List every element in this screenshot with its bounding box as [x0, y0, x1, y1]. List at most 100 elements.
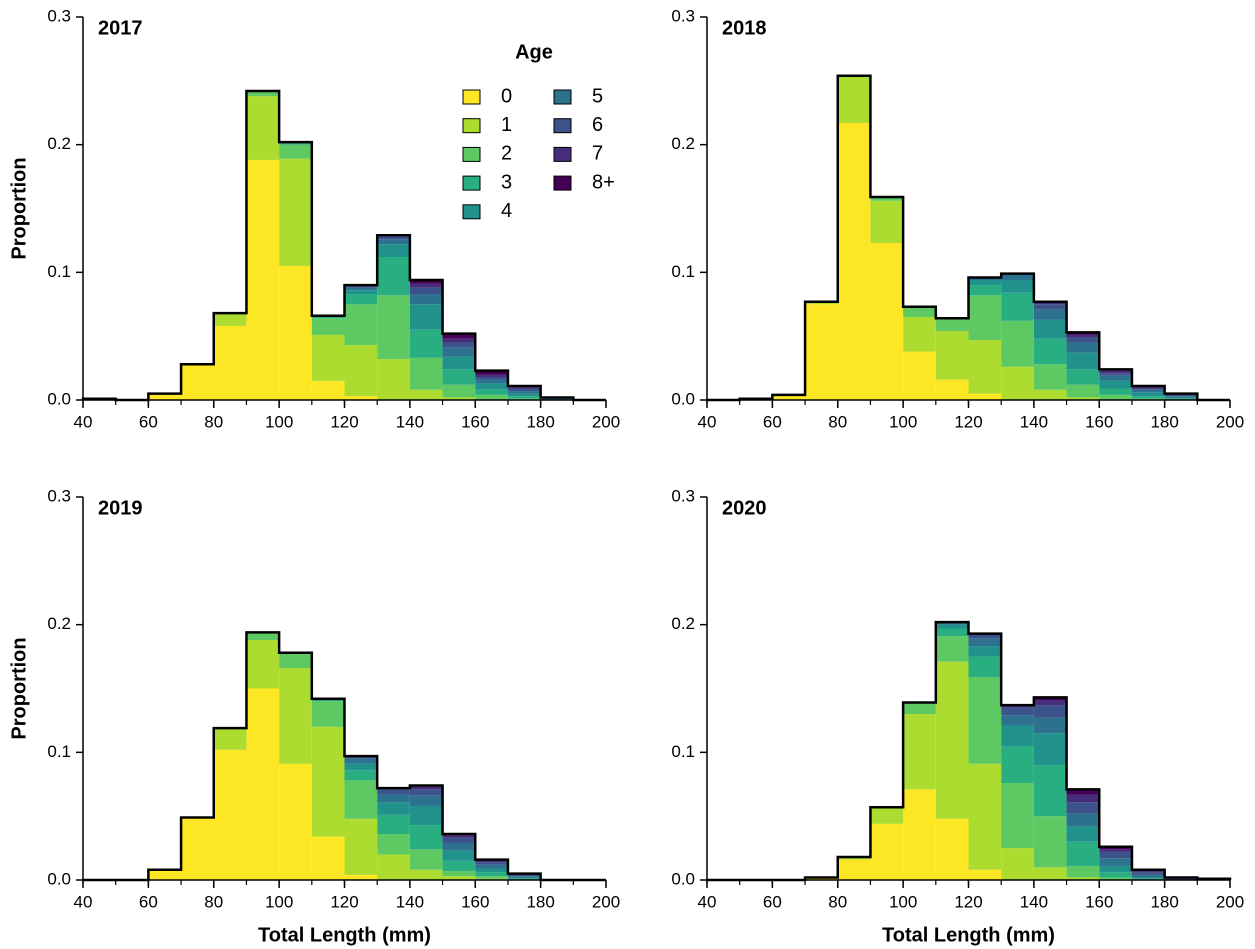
bar-segment [377, 244, 410, 258]
bar-segment [311, 726, 345, 837]
bar-segment [1131, 387, 1165, 389]
bar-segment [377, 789, 410, 795]
bar-segment [968, 277, 1002, 280]
bar-segment [870, 200, 904, 243]
bar-segment [377, 814, 410, 835]
bar-segment [1066, 826, 1100, 842]
x-tick-label: 160 [461, 412, 489, 431]
bar-segment [507, 391, 541, 394]
bar-segment [311, 318, 345, 335]
x-tick-label: 60 [763, 412, 782, 431]
bar-segment [475, 876, 508, 879]
legend-swatch [462, 118, 481, 134]
bar-segment [442, 384, 476, 398]
bar-segment [246, 96, 280, 160]
x-tick-label: 40 [74, 412, 93, 431]
bar-segment [377, 854, 410, 880]
bar-segment [1099, 858, 1132, 866]
bar-segment [181, 817, 214, 880]
bar-segment [1033, 302, 1067, 305]
bar-segment [279, 668, 312, 764]
bar-segment [148, 393, 182, 400]
bar-segment [805, 304, 838, 400]
bar-segment [475, 389, 508, 395]
bar-segment [968, 656, 1002, 678]
y-tick-label: 0.2 [47, 134, 71, 153]
bar-segment [344, 770, 378, 781]
bar-segment [344, 818, 378, 875]
panel-title: 2018 [722, 17, 767, 39]
x-tick-label: 40 [698, 892, 717, 911]
bar-segment [475, 370, 508, 375]
bar-segment [475, 864, 508, 869]
bar-segment [344, 345, 378, 397]
bar-segment [279, 158, 312, 266]
bar-segment [344, 287, 378, 291]
bar-segment [377, 239, 410, 245]
bar-segment [181, 364, 214, 400]
bar-segment [507, 396, 541, 399]
y-tick-label: 0.0 [671, 869, 695, 888]
bar-segment [213, 749, 247, 880]
bar-segment [1001, 745, 1034, 783]
bar-segment [1033, 765, 1067, 817]
bar-segment [1033, 364, 1067, 390]
bar-segment [311, 698, 345, 702]
x-tick-label: 200 [592, 412, 620, 431]
legend-label: 4 [501, 200, 512, 222]
bar-segment [870, 823, 904, 880]
bar-segment [409, 304, 443, 330]
bar-segment [968, 285, 1002, 296]
legend-swatch [462, 89, 481, 105]
bar-segment [935, 818, 969, 880]
bar-segment [409, 294, 443, 305]
bar-segment [409, 287, 443, 295]
bar-segment [1066, 352, 1100, 370]
bar-segment [507, 393, 541, 397]
bar-segment [935, 661, 969, 819]
bar-segment [1164, 397, 1198, 399]
bar-segment [1001, 725, 1034, 746]
bar-segment [442, 835, 476, 838]
legend-swatch [462, 204, 481, 220]
bar-segment [409, 789, 443, 796]
bar-segment [442, 837, 476, 843]
bar-segment [1066, 384, 1100, 398]
bar-segment [903, 306, 936, 318]
bar-segment [246, 632, 280, 640]
bar-segment [1066, 397, 1100, 400]
bar-segment [344, 763, 378, 771]
bar-segment [311, 836, 345, 880]
bar-segment [1066, 802, 1100, 814]
x-tick-label: 40 [698, 412, 717, 431]
x-tick-label: 120 [954, 412, 982, 431]
bar-segment [507, 877, 541, 879]
y-tick-label: 0.2 [47, 614, 71, 633]
bar-segment [442, 850, 476, 861]
x-tick-label: 80 [204, 892, 223, 911]
bar-segment [344, 285, 378, 288]
bar-segment [442, 342, 476, 348]
bar-segment [1033, 705, 1067, 718]
bar-segment [409, 357, 443, 390]
outline [83, 631, 606, 882]
bar-segment [344, 294, 378, 305]
bar-segment [1001, 320, 1034, 367]
bar-segment [1066, 794, 1100, 803]
bar-segment [837, 75, 871, 123]
bar-segment [279, 652, 312, 669]
bar-segment [279, 763, 312, 880]
x-tick-label: 100 [889, 412, 917, 431]
bar-segment [1099, 380, 1132, 389]
bar-segment [344, 780, 378, 819]
bar-segment [475, 860, 508, 863]
x-tick-label: 140 [396, 412, 424, 431]
bar-segment [442, 356, 476, 370]
x-tick-label: 80 [828, 892, 847, 911]
bar-segment [837, 859, 871, 880]
y-tick-label: 0.1 [671, 262, 695, 281]
bar-segment [442, 871, 476, 877]
x-tick-label: 60 [763, 892, 782, 911]
bar-segment [1033, 304, 1067, 310]
bar-segment [442, 842, 476, 851]
